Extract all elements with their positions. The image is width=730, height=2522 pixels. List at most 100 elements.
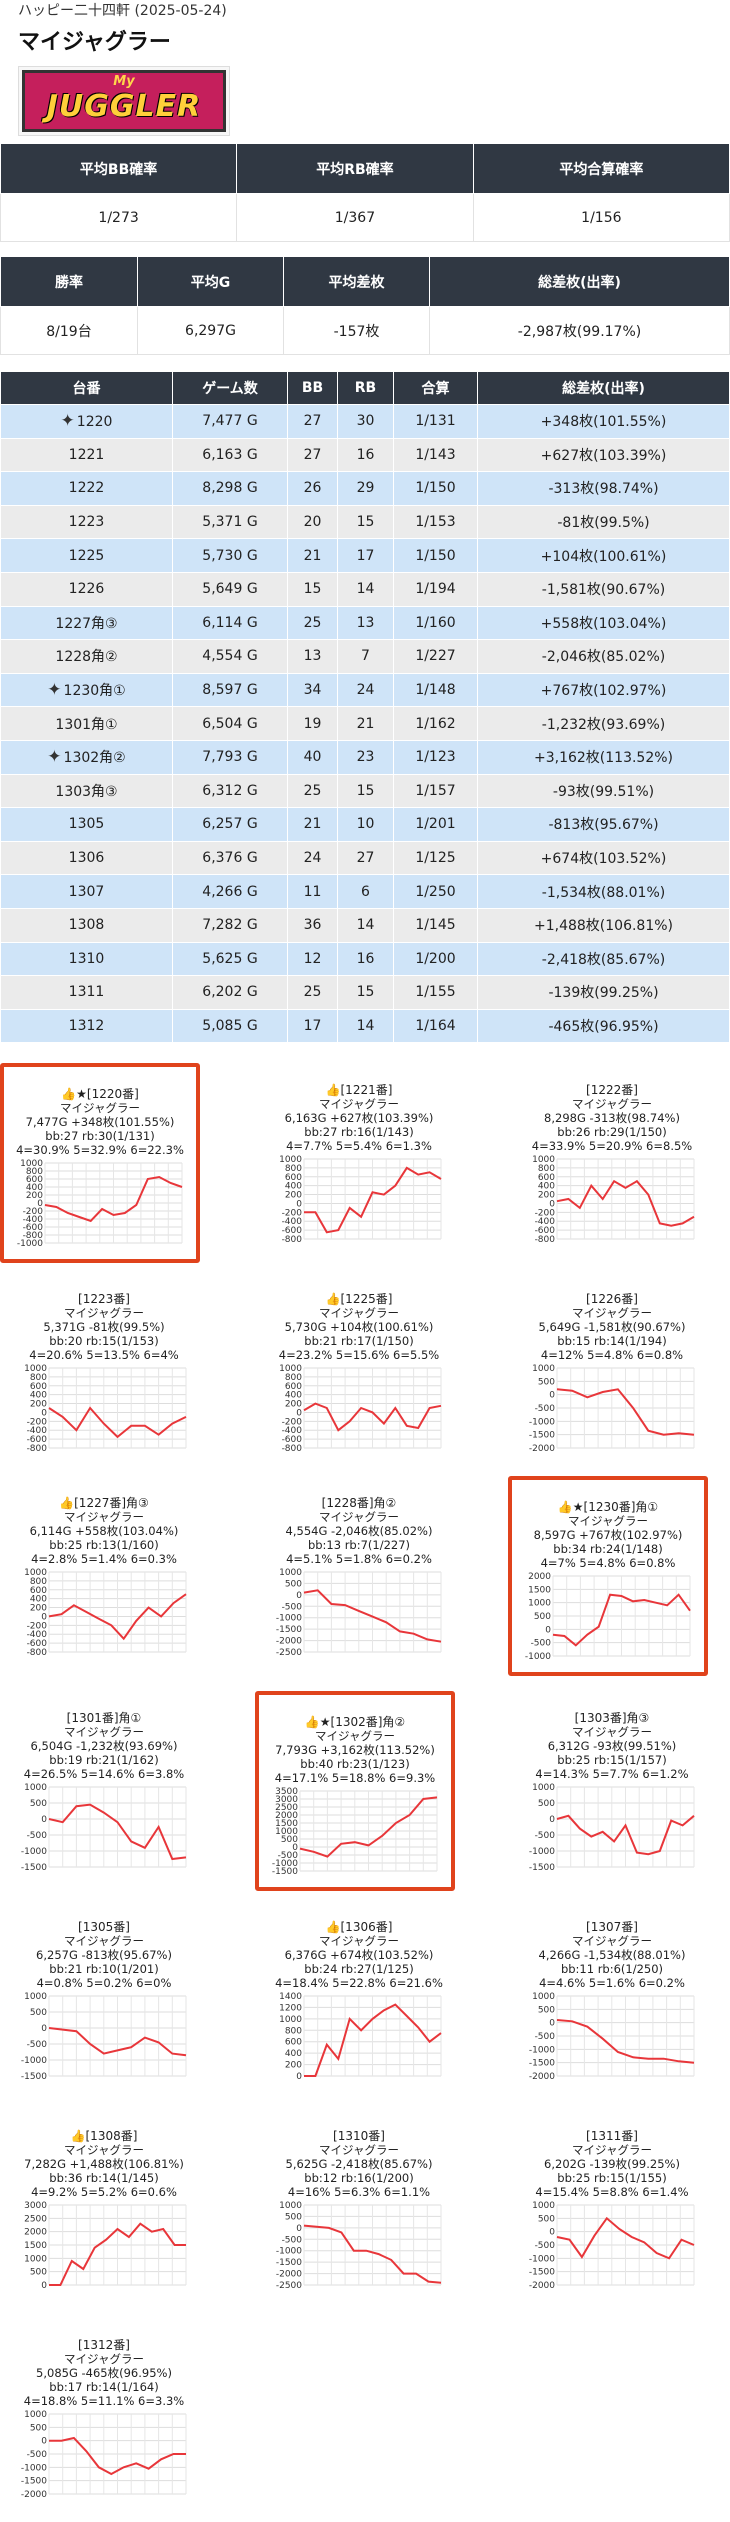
table-row[interactable]: 1225 5,730 G 21 17 1/150 +104枚(100.61%)	[0, 538, 730, 573]
machine-card[interactable]: [1226番] マイジャグラー 5,649G -1,581枚(90.67%) bb:1…	[512, 1276, 712, 1476]
page-title: マイジャグラー	[18, 30, 171, 55]
y-tick-label: 800	[538, 1164, 555, 1174]
machine-card[interactable]: [1301番]角① マイジャグラー 6,504G -1,232枚(93.69%) bb…	[4, 1695, 204, 1895]
cell-rb: 15	[337, 773, 394, 809]
col-games[interactable]: ゲーム数	[172, 371, 288, 405]
machine-card[interactable]: 👍[1221番] マイジャグラー 6,163G +627枚(103.39%) bb:2…	[259, 1067, 459, 1267]
table-row[interactable]: ✦ 1230角① 8,597 G 34 24 1/148 +767枚(102.97%)	[0, 672, 730, 708]
cell-text: +348枚(101.55%)	[540, 414, 667, 431]
card-title: 👍[1306番]	[325, 1920, 393, 1934]
table-row[interactable]: 1227角③ 6,114 G 25 13 1/160 +558枚(103.04%)	[0, 605, 730, 641]
cell-all: 1/201	[393, 807, 478, 842]
card-line2: bb:34 rb:24(1/148)	[553, 1542, 663, 1556]
cell-rb: 14	[337, 1008, 394, 1044]
y-tick-label: 200	[285, 2061, 302, 2071]
cell-text: 1306	[68, 850, 105, 867]
table-row[interactable]: 1305 6,257 G 21 10 1/201 -813枚(95.67%)	[0, 807, 730, 842]
cell-no: 1308	[0, 907, 173, 943]
card-line1: 4,554G -2,046枚(85.02%)	[285, 1524, 433, 1538]
col-total[interactable]: 合算	[393, 371, 478, 405]
y-tick-label: 3000	[275, 1795, 298, 1805]
avg-bb-value: 1/273	[0, 193, 238, 242]
cell-text: 19	[303, 715, 322, 732]
cell-all: 1/160	[393, 605, 478, 641]
col-diff[interactable]: 総差枚(出率)	[477, 371, 730, 405]
table-row[interactable]: 1226 5,649 G 15 14 1/194 -1,581枚(90.67%)	[0, 571, 730, 607]
card-line2: bb:27 rb:30(1/131)	[45, 1129, 155, 1143]
table-row[interactable]: 1306 6,376 G 24 27 1/125 +674枚(103.52%)	[0, 840, 730, 876]
table-row[interactable]: 1301角① 6,504 G 19 21 1/162 -1,232枚(93.69%)	[0, 706, 730, 741]
table-row[interactable]: 1228角② 4,554 G 13 7 1/227 -2,046枚(85.02%)	[0, 639, 730, 674]
table-row[interactable]: ✦ 1302角② 7,793 G 40 23 1/123 +3,162枚(113.52%)	[0, 739, 730, 775]
cell-text: 15	[356, 782, 375, 799]
cell-text: 11	[303, 883, 322, 900]
table-row[interactable]: 1308 7,282 G 36 14 1/145 +1,488枚(106.81%)	[0, 907, 730, 943]
cell-text: +104枚(100.61%)	[540, 548, 667, 565]
col-rb[interactable]: RB	[337, 371, 394, 405]
machine-card[interactable]: [1310番] マイジャグラー 5,625G -2,418枚(85.67%) bb:1…	[259, 2113, 459, 2313]
machine-card[interactable]: [1305番] マイジャグラー 6,257G -813枚(95.67%) bb:21 …	[4, 1904, 204, 2104]
y-tick-label: 0	[296, 2072, 302, 2082]
col-number[interactable]: 台番	[0, 371, 173, 405]
cell-text: 36	[303, 917, 322, 934]
cell-diff: +1,488枚(106.81%)	[477, 907, 730, 943]
cell-g: 6,163 G	[172, 437, 288, 473]
machine-card[interactable]: [1311番] マイジャグラー 6,202G -139枚(99.25%) bb:25 …	[512, 2113, 712, 2313]
machine-card[interactable]: [1303番]角③ マイジャグラー 6,312G -93枚(99.51%) bb:25…	[512, 1695, 712, 1895]
machine-card[interactable]: [1228番]角② マイジャグラー 4,554G -2,046枚(85.02%) bb…	[259, 1480, 459, 1680]
cell-text: 1/162	[415, 715, 456, 732]
diff-series-line	[48, 1406, 187, 1439]
table-row[interactable]: 1310 5,625 G 12 16 1/200 -2,418枚(85.67%)	[0, 941, 730, 977]
y-tick-label: -1500	[21, 2072, 47, 2082]
card-title: 👍[1227番]角③	[59, 1496, 149, 1510]
cell-text: 14	[356, 581, 375, 598]
cell-text: 25	[303, 782, 322, 799]
cell-diff: -2,046枚(85.02%)	[477, 639, 730, 674]
y-tick-label: 400	[285, 1391, 302, 1401]
card-line3: 4=15.4% 5=8.8% 6=1.4%	[535, 2185, 689, 2199]
card-machine: マイジャグラー	[319, 2143, 399, 2157]
diff-chart: 1000 500 0 -500 -1000 -1500 -2000	[529, 2201, 695, 2291]
cell-text: 17	[356, 547, 375, 564]
table-row[interactable]: 1312 5,085 G 17 14 1/164 -465枚(96.95%)	[0, 1008, 730, 1044]
cell-text: 1230角①	[63, 683, 126, 700]
machine-card[interactable]: 👍[1308番] マイジャグラー 7,282G +1,488枚(106.81%) bb…	[4, 2113, 204, 2313]
y-tick-label: 400	[30, 1595, 47, 1605]
machine-card[interactable]: 👍[1225番] マイジャグラー 5,730G +104枚(100.61%) bb:2…	[259, 1276, 459, 1476]
table-row[interactable]: 1223 5,371 G 20 15 1/153 -81枚(99.5%)	[0, 504, 730, 540]
machine-card[interactable]: [1307番] マイジャグラー 4,266G -1,534枚(88.01%) bb:1…	[512, 1904, 712, 2104]
table-row[interactable]: 1311 6,202 G 25 15 1/155 -139枚(99.25%)	[0, 975, 730, 1010]
machine-card[interactable]: 👍[1227番]角③ マイジャグラー 6,114G +558枚(103.04%) bb…	[4, 1480, 204, 1680]
cell-rb: 21	[337, 706, 394, 741]
cell-text: 4,266 G	[202, 883, 258, 900]
table-row[interactable]: 1303角③ 6,312 G 25 15 1/157 -93枚(99.51%)	[0, 773, 730, 809]
table-row[interactable]: 1222 8,298 G 26 29 1/150 -313枚(98.74%)	[0, 471, 730, 506]
cell-text: 15	[303, 581, 322, 598]
col-bb[interactable]: BB	[287, 371, 338, 405]
machine-card[interactable]: [1223番] マイジャグラー 5,371G -81枚(99.5%) bb:20 rb…	[4, 1276, 204, 1476]
machine-card[interactable]: [1312番] マイジャグラー 5,085G -465枚(96.95%) bb:17 …	[4, 2322, 204, 2522]
y-tick-label: 0	[549, 1199, 555, 1209]
cell-text: 14	[356, 917, 375, 934]
y-tick-label: 800	[285, 1373, 302, 1383]
cell-text: 1/194	[415, 581, 456, 598]
machine-card[interactable]: 👍★[1302番]角② マイジャグラー 7,793G +3,162枚(113.52%…	[255, 1691, 455, 1891]
cell-all: 1/123	[393, 739, 478, 775]
cell-text: 15	[356, 514, 375, 531]
cell-all: 1/153	[393, 504, 478, 540]
machine-card[interactable]: [1222番] マイジャグラー 8,298G -313枚(98.74%) bb:26 …	[512, 1067, 712, 1267]
cell-bb: 36	[287, 907, 338, 943]
table-row[interactable]: ✦ 1220 7,477 G 27 30 1/131 +348枚(101.55%)	[0, 404, 730, 439]
cell-no: 1305	[0, 807, 173, 842]
cell-diff: +767枚(102.97%)	[477, 672, 730, 708]
y-tick-label: 1000	[24, 2254, 47, 2264]
machine-card[interactable]: 👍★[1230番]角① マイジャグラー 8,597G +767枚(102.97%) b…	[508, 1476, 708, 1676]
table-row[interactable]: 1307 4,266 G 11 6 1/250 -1,534枚(88.01%)	[0, 874, 730, 909]
cell-text: +767枚(102.97%)	[540, 683, 667, 700]
machine-card[interactable]: 👍[1306番] マイジャグラー 6,376G +674枚(103.52%) bb:2…	[259, 1904, 459, 2104]
machine-card[interactable]: 👍★[1220番] マイジャグラー 7,477G +348枚(101.55%) bb:…	[0, 1063, 200, 1263]
cell-all: 1/155	[393, 975, 478, 1010]
table-row[interactable]: 1221 6,163 G 27 16 1/143 +627枚(103.39%)	[0, 437, 730, 473]
cell-text: 1228角②	[55, 649, 118, 666]
